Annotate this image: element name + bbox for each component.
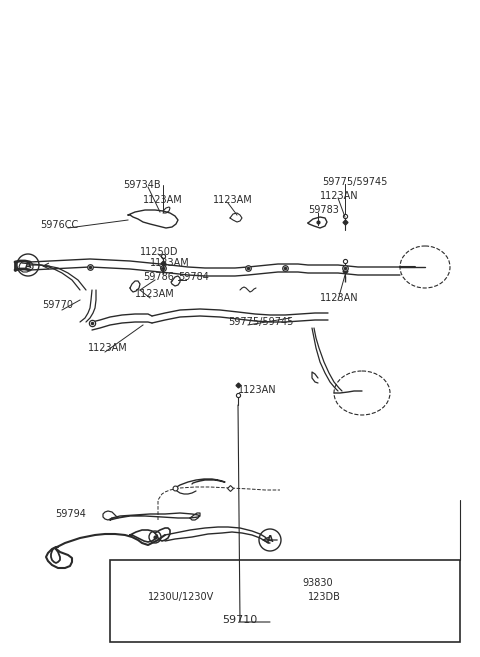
Text: 59775/59745: 59775/59745: [228, 317, 293, 327]
Text: 1123AN: 1123AN: [238, 385, 276, 395]
Text: 59734B: 59734B: [123, 180, 161, 190]
Text: 1123AM: 1123AM: [150, 258, 190, 268]
Text: 59783: 59783: [308, 205, 339, 215]
Text: 1123AN: 1123AN: [320, 191, 359, 201]
Text: A: A: [25, 260, 31, 269]
Text: 59786: 59786: [143, 272, 174, 282]
Text: 1123AM: 1123AM: [143, 195, 183, 205]
Text: 1123AM: 1123AM: [213, 195, 253, 205]
Bar: [110, 560, 460, 642]
Text: 93830: 93830: [302, 578, 333, 588]
Text: 59710: 59710: [222, 615, 258, 625]
Text: 5976CC: 5976CC: [40, 220, 78, 230]
Text: 11250D: 11250D: [140, 247, 179, 257]
Text: 1123AM: 1123AM: [88, 343, 128, 353]
Text: 59794: 59794: [55, 509, 86, 519]
Text: 1230U/1230V: 1230U/1230V: [148, 592, 214, 602]
Text: A: A: [267, 535, 273, 545]
Text: 1123AM: 1123AM: [135, 289, 175, 299]
Text: 1123AN: 1123AN: [320, 293, 359, 303]
Text: 123DB: 123DB: [308, 592, 341, 602]
Text: 59770: 59770: [42, 300, 73, 310]
Text: 59775/59745: 59775/59745: [322, 177, 387, 187]
Text: 59784: 59784: [178, 272, 209, 282]
